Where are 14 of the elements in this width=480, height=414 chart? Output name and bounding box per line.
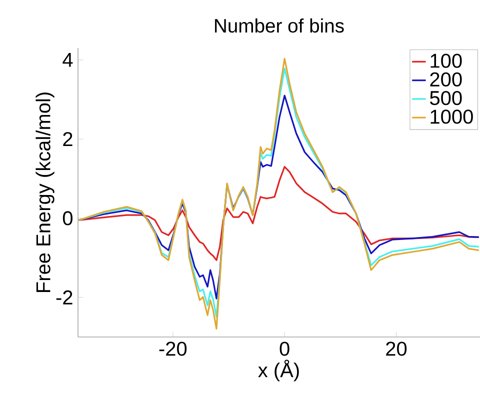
legend-label: 500 [430,90,462,106]
legend-label: 1000 [430,110,473,124]
y-axis-title: Free Energy (kcal/mol) [36,92,54,292]
y-tick-label: 4 [62,53,73,67]
x-tick-label: 20 [386,342,407,356]
y-tick-label: 0 [62,211,72,226]
x-tick-label: 0 [280,342,290,356]
y-tick-label: -2 [56,290,72,304]
legend-label: 100 [430,54,462,68]
legend-label: 200 [430,72,462,87]
x-tick-label: -20 [159,342,187,356]
x-axis-title: x (Å) [258,360,299,382]
y-tick-label: 2 [63,132,72,146]
chart-title: Number of bins [215,18,344,33]
